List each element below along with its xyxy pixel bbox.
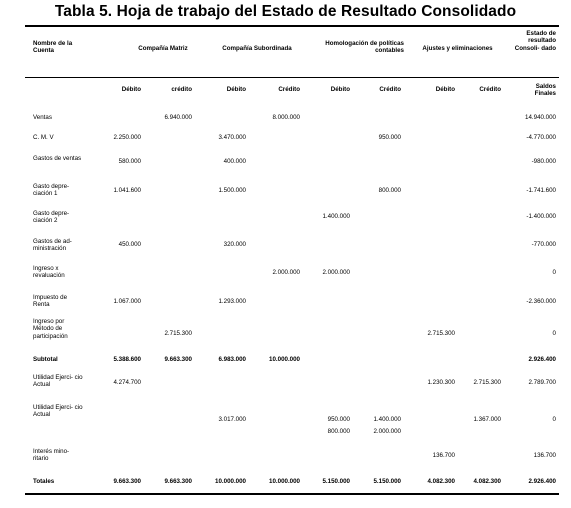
row-cell: 800.000	[327, 428, 350, 435]
subheader-5: Crédito	[379, 86, 401, 93]
row-label: Ventas	[33, 114, 52, 121]
row-cell: 6.940.000	[164, 114, 192, 121]
row-label: Impuesto de Renta	[33, 294, 68, 309]
row-label: Subtotal	[33, 356, 58, 363]
row-cell: 0	[552, 269, 556, 276]
row-cell: 5.150.000	[322, 478, 350, 485]
row-cell: -4.770.000	[526, 134, 556, 141]
row-cell: 4.274.700	[113, 379, 141, 386]
row-cell: 2.926.400	[528, 478, 556, 485]
row-cell: 450.000	[118, 241, 141, 248]
row-cell: 400.000	[223, 158, 246, 165]
row-label: Gasto depre- ciación 2	[33, 210, 70, 225]
row-label: Utilidad Ejerci- cio Actual	[33, 374, 83, 389]
header-ajustes: Ajustes y eliminaciones	[422, 45, 493, 52]
row-cell: 1.400.000	[322, 213, 350, 220]
row-cell: 1.041.600	[113, 187, 141, 194]
row-cell: 3.470.000	[218, 134, 246, 141]
top-rule	[25, 25, 559, 27]
subheader-4: Débito	[330, 86, 350, 93]
row-cell: 1.067.000	[113, 298, 141, 305]
row-cell: 950.000	[327, 416, 350, 423]
row-cell: 10.000.000	[269, 478, 300, 485]
row-label: Gastos de ventas	[33, 155, 82, 162]
row-cell: 1.293.000	[218, 298, 246, 305]
subheader-2: Débito	[226, 86, 246, 93]
row-label: C. M. V	[33, 134, 54, 141]
subheader-0: Débito	[121, 86, 141, 93]
header-rule	[25, 77, 559, 78]
row-label: Utilidad Ejerci- cio Actual	[33, 404, 83, 419]
header-homologacion: Homologación de políticas contables	[325, 40, 404, 55]
row-cell: -1.741.600	[526, 187, 556, 194]
row-cell: 9.663.300	[113, 478, 141, 485]
row-cell: 5.388.600	[113, 356, 141, 363]
row-cell: 9.663.300	[164, 478, 192, 485]
row-cell: -770.000	[531, 241, 556, 248]
row-cell: -1.400.000	[526, 213, 556, 220]
row-cell: 2.715.300	[427, 330, 455, 337]
row-cell: 2.000.000	[272, 269, 300, 276]
row-cell: 9.663.300	[164, 356, 192, 363]
row-cell: 5.150.000	[373, 478, 401, 485]
subheader-6: Débito	[435, 86, 455, 93]
row-cell: 2.000.000	[373, 428, 401, 435]
header-cuenta: Nombre de la Cuenta	[33, 40, 73, 55]
row-cell: 6.983.000	[218, 356, 246, 363]
row-cell: 3.017.000	[218, 416, 246, 423]
table-title: Tabla 5. Hoja de trabajo del Estado de R…	[54, 3, 517, 20]
row-cell: 0	[552, 416, 556, 423]
subheader-7: Crédito	[479, 86, 501, 93]
row-cell: 14.940.000	[525, 114, 556, 121]
row-cell: 950.000	[378, 134, 401, 141]
row-cell: 2.000.000	[322, 269, 350, 276]
row-cell: 0	[552, 330, 556, 337]
header-subordinada: Compañía Subordinada	[222, 45, 292, 52]
row-cell: 1.400.000	[373, 416, 401, 423]
subheader-8: Saldos Finales	[534, 83, 556, 98]
row-cell: 10.000.000	[269, 356, 300, 363]
row-label: Gastos de ad- ministración	[33, 238, 72, 253]
row-cell: 1.367.000	[473, 416, 501, 423]
row-label: Totales	[33, 478, 55, 485]
row-cell: 320.000	[223, 241, 246, 248]
row-cell: -980.000	[531, 158, 556, 165]
row-cell: 136.700	[533, 452, 556, 459]
row-label: Interés mino- ritario	[33, 448, 70, 463]
subheader-1: crédito	[171, 86, 192, 93]
header-estado: Estado de resultado Consoli- dado	[514, 30, 556, 52]
subheader-3: Crédito	[278, 86, 300, 93]
row-cell: 2.250.000	[113, 134, 141, 141]
row-cell: -2.360.000	[526, 298, 556, 305]
row-cell: 2.715.300	[164, 330, 192, 337]
row-cell: 136.700	[432, 452, 455, 459]
row-label: Gasto depre- ciación 1	[33, 183, 70, 198]
row-label: Ingreso por Método de participación	[33, 318, 68, 340]
row-label: Ingreso x revaluación	[33, 265, 65, 280]
row-cell: 1.500.000	[218, 187, 246, 194]
row-cell: 2.926.400	[528, 356, 556, 363]
row-cell: 2.789.700	[528, 379, 556, 386]
row-cell: 4.082.300	[427, 478, 455, 485]
row-cell: 800.000	[378, 187, 401, 194]
bottom-rule	[25, 493, 559, 495]
row-cell: 2.715.300	[473, 379, 501, 386]
row-cell: 4.082.300	[473, 478, 501, 485]
row-cell: 1.230.300	[427, 379, 455, 386]
row-cell: 10.000.000	[215, 478, 246, 485]
row-cell: 580.000	[118, 158, 141, 165]
header-matriz: Compañía Matriz	[138, 45, 188, 52]
row-cell: 8.000.000	[272, 114, 300, 121]
